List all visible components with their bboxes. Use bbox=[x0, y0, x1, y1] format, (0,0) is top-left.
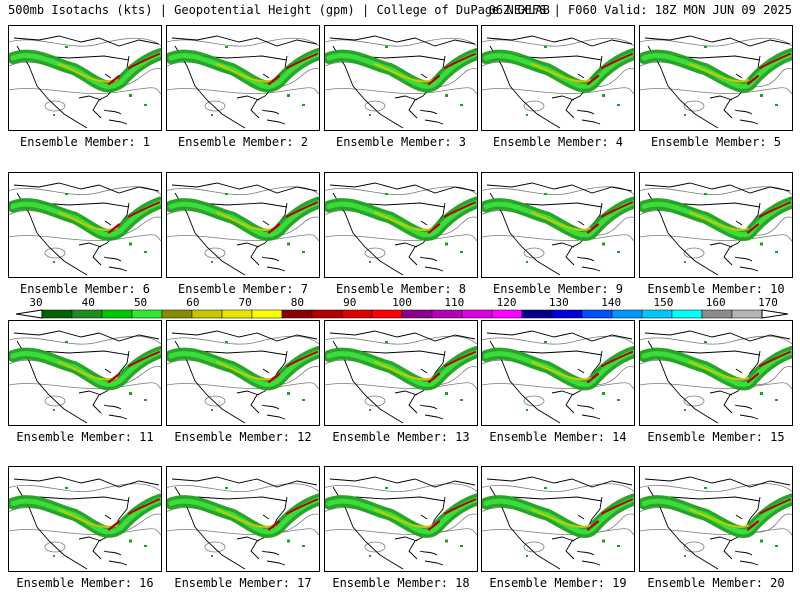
colorbar-tick-label: 150 bbox=[653, 296, 674, 309]
colorbar-swatch bbox=[221, 309, 253, 319]
ensemble-map-panel bbox=[324, 172, 478, 278]
colorbar-swatch bbox=[131, 309, 163, 319]
colorbar-tick-label: 40 bbox=[81, 296, 95, 309]
ensemble-member-caption: Ensemble Member: 8 bbox=[335, 282, 467, 296]
colorbar bbox=[16, 309, 788, 319]
ensemble-member-caption: Ensemble Member: 11 bbox=[16, 430, 154, 444]
colorbar-swatch bbox=[581, 309, 613, 319]
ensemble-member-caption: Ensemble Member: 5 bbox=[650, 135, 782, 149]
colorbar-swatch bbox=[551, 309, 583, 319]
colorbar-swatch bbox=[701, 309, 733, 319]
colorbar-tick-label: 30 bbox=[29, 296, 43, 309]
colorbar-tick-label: 120 bbox=[496, 296, 517, 309]
ensemble-map-panel bbox=[324, 466, 478, 572]
colorbar-swatch bbox=[191, 309, 223, 319]
colorbar-left-arrow bbox=[16, 309, 43, 319]
colorbar-swatch bbox=[611, 309, 643, 319]
colorbar-swatch bbox=[311, 309, 343, 319]
colorbar-tick-label: 130 bbox=[548, 296, 569, 309]
ensemble-map-panel bbox=[639, 320, 793, 426]
ensemble-map-panel bbox=[481, 172, 635, 278]
ensemble-member-caption: Ensemble Member: 20 bbox=[647, 576, 785, 590]
colorbar-tick-label: 100 bbox=[392, 296, 412, 309]
ensemble-member-caption: Ensemble Member: 15 bbox=[647, 430, 785, 444]
ensemble-member-caption: Ensemble Member: 14 bbox=[489, 430, 627, 444]
ensemble-map-panel bbox=[8, 25, 162, 131]
ensemble-map-panel bbox=[166, 172, 320, 278]
ensemble-map-panel bbox=[639, 466, 793, 572]
colorbar-tick-label: 70 bbox=[238, 296, 252, 309]
colorbar-tick-label: 110 bbox=[444, 296, 465, 309]
ensemble-member-caption: Ensemble Member: 19 bbox=[489, 576, 627, 590]
ensemble-map-panel bbox=[324, 25, 478, 131]
colorbar-tick-label: 160 bbox=[705, 296, 726, 309]
ensemble-member-caption: Ensemble Member: 2 bbox=[177, 135, 309, 149]
colorbar-swatch bbox=[251, 309, 283, 319]
colorbar-swatch bbox=[641, 309, 673, 319]
colorbar-swatch bbox=[401, 309, 433, 319]
ensemble-member-caption: Ensemble Member: 10 bbox=[647, 282, 785, 296]
colorbar-swatch bbox=[671, 309, 703, 319]
ensemble-member-caption: Ensemble Member: 4 bbox=[492, 135, 624, 149]
ensemble-member-caption: Ensemble Member: 18 bbox=[332, 576, 470, 590]
ensemble-map-panel bbox=[324, 320, 478, 426]
colorbar-swatch bbox=[491, 309, 523, 319]
ensemble-map-panel bbox=[8, 466, 162, 572]
colorbar-tick-label: 80 bbox=[290, 296, 305, 309]
ensemble-member-caption: Ensemble Member: 16 bbox=[16, 576, 154, 590]
ensemble-map-panel bbox=[8, 320, 162, 426]
ensemble-member-caption: Ensemble Member: 1 bbox=[19, 135, 151, 149]
colorbar-swatch bbox=[101, 309, 133, 319]
ensemble-map-panel bbox=[166, 466, 320, 572]
ensemble-map-panel bbox=[166, 25, 320, 131]
ensemble-member-caption: Ensemble Member: 3 bbox=[335, 135, 467, 149]
colorbar-tick-label: 140 bbox=[601, 296, 622, 309]
colorbar-swatch bbox=[461, 309, 493, 319]
colorbar-swatch bbox=[341, 309, 373, 319]
header-right: 06Z GEFS | F060 Valid: 18Z MON JUN 09 20… bbox=[488, 3, 792, 17]
ensemble-member-caption: Ensemble Member: 9 bbox=[492, 282, 624, 296]
ensemble-member-caption: Ensemble Member: 12 bbox=[174, 430, 312, 444]
ensemble-map-panel bbox=[481, 320, 635, 426]
ensemble-map-panel bbox=[481, 25, 635, 131]
ensemble-map-panel bbox=[8, 172, 162, 278]
colorbar-swatch bbox=[71, 309, 103, 319]
colorbar-swatch bbox=[281, 309, 313, 319]
header-left: 500mb Isotachs (kts) | Geopotential Heig… bbox=[8, 3, 550, 17]
ensemble-member-caption: Ensemble Member: 17 bbox=[174, 576, 312, 590]
ensemble-member-caption: Ensemble Member: 6 bbox=[19, 282, 151, 296]
colorbar-swatch bbox=[521, 309, 553, 319]
ensemble-map-panel bbox=[481, 466, 635, 572]
colorbar-swatch bbox=[161, 309, 193, 319]
ensemble-map-panel bbox=[639, 172, 793, 278]
colorbar-right-arrow bbox=[761, 309, 788, 319]
ensemble-member-caption: Ensemble Member: 13 bbox=[332, 430, 470, 444]
ensemble-member-caption: Ensemble Member: 7 bbox=[177, 282, 309, 296]
ensemble-map-panel bbox=[166, 320, 320, 426]
colorbar-tick-label: 90 bbox=[343, 296, 357, 309]
ensemble-map-panel bbox=[639, 25, 793, 131]
colorbar-tick-label: 50 bbox=[133, 296, 148, 309]
colorbar-swatch bbox=[731, 309, 763, 319]
colorbar-swatch bbox=[41, 309, 73, 319]
colorbar-swatch bbox=[371, 309, 403, 319]
colorbar-tick-label: 170 bbox=[758, 296, 778, 309]
colorbar-tick-label: 60 bbox=[186, 296, 200, 309]
colorbar-swatch bbox=[431, 309, 463, 319]
